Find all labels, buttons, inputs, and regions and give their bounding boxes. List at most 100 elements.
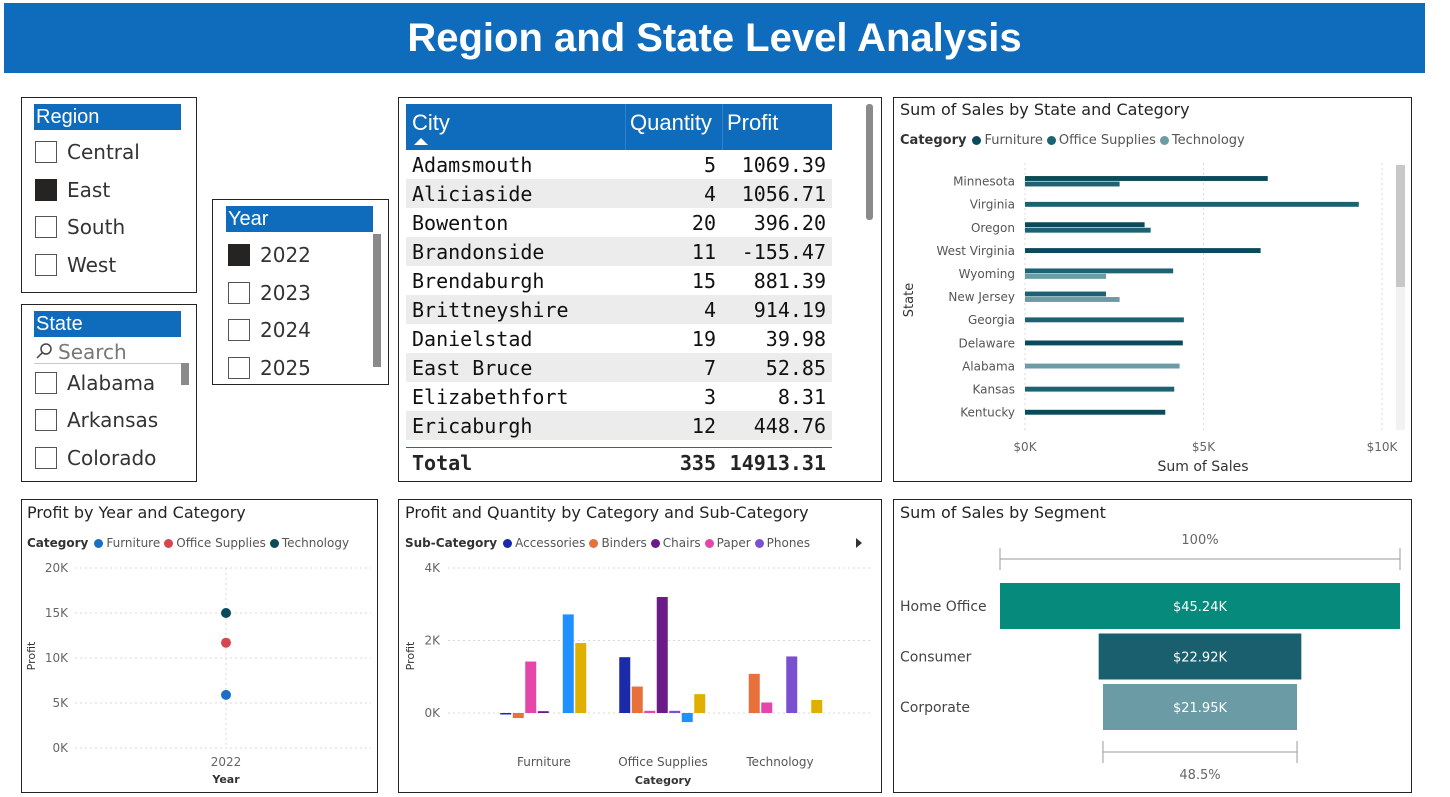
legend-dot-icon	[589, 538, 599, 548]
sales-by-state-chart: $0K $5K $10K Sum of Sales State Minnesota Virg…	[902, 163, 1405, 475]
y-tick-label: Wyoming	[959, 267, 1015, 281]
legend-item[interactable]: Binders	[589, 536, 647, 550]
y-tick-label: 4K	[424, 561, 441, 575]
cell-quantity: 15	[691, 268, 716, 293]
legend-item[interactable]: Chairs	[650, 536, 701, 550]
year-checkbox[interactable]	[228, 319, 250, 342]
column-header-city[interactable]: City	[412, 110, 450, 135]
cell-profit: 52.85	[765, 355, 826, 380]
bar	[811, 699, 823, 713]
x-tick-label: $10K	[1367, 440, 1399, 454]
region-item[interactable]: Central	[35, 137, 140, 167]
state-checkbox[interactable]	[35, 446, 57, 469]
bar	[575, 643, 587, 713]
y-tick-label: Georgia	[968, 313, 1015, 327]
sort-ascending-icon[interactable]	[414, 138, 428, 145]
legend-next-arrow-icon[interactable]	[856, 538, 862, 548]
column-header-quantity[interactable]: Quantity	[630, 110, 712, 135]
funnel-value-label: $45.24K	[1173, 600, 1227, 615]
state-slicer-scroll-thumb[interactable]	[181, 363, 189, 385]
funnel-value-label: $21.95K	[1173, 701, 1227, 716]
year-item[interactable]: 2022	[228, 240, 311, 270]
legend-label: Technology	[281, 536, 350, 550]
legend-item[interactable]: Furniture	[94, 536, 160, 550]
state-item-label: Colorado	[67, 445, 157, 470]
funnel-category-label: Corporate	[900, 700, 970, 716]
cell-quantity: 4	[703, 297, 716, 322]
profit-qty-legend: Sub-Category Accessories Binders Chairs Pape…	[405, 536, 814, 550]
region-item[interactable]: East	[35, 175, 110, 205]
legend-dot-icon	[503, 538, 513, 548]
column-header-profit[interactable]: Profit	[727, 110, 779, 135]
x-tick-label: $0K	[1013, 440, 1037, 454]
legend-item[interactable]: Office Supplies	[1046, 133, 1156, 148]
legend-item[interactable]: Paper	[704, 536, 751, 550]
year-checkbox[interactable]	[228, 357, 250, 380]
x-axis-title: Year	[211, 773, 240, 786]
y-tick-label: 20K	[45, 561, 69, 575]
state-item[interactable]: Alabama	[35, 368, 155, 398]
cell-city: Ericaburgh	[412, 413, 533, 438]
legend-item[interactable]: Phones	[754, 536, 810, 550]
region-item-label: South	[67, 215, 126, 240]
legend-item[interactable]: Office Supplies	[164, 536, 266, 550]
x-axis-title: Category	[635, 774, 691, 787]
table-row[interactable]: Ericaburgh 12 448.76	[406, 411, 832, 440]
sales-by-state-panel	[893, 97, 1412, 482]
cell-quantity: 4	[703, 181, 716, 206]
year-item-label: 2023	[260, 280, 311, 305]
scrollbar-track	[1396, 165, 1405, 430]
table-row[interactable]: Adamsmouth 5 1069.39	[406, 150, 832, 179]
state-search-input[interactable]: Search	[34, 340, 184, 364]
year-slicer-scroll-thumb[interactable]	[373, 234, 381, 367]
legend-item[interactable]: Accessories	[503, 536, 585, 550]
state-item[interactable]: Colorado	[35, 443, 156, 473]
region-item[interactable]: West	[35, 250, 116, 280]
state-item[interactable]: Arkansas	[35, 405, 158, 435]
table-row[interactable]: Brendaburgh 15 881.39	[406, 266, 832, 295]
cell-quantity: 11	[691, 239, 716, 264]
region-item[interactable]: South	[35, 212, 125, 242]
bar	[631, 686, 643, 713]
table-row[interactable]: Elizabethfort 3 8.31	[406, 382, 832, 411]
region-checkbox[interactable]	[35, 141, 57, 163]
table-scroll-thumb[interactable]	[866, 104, 873, 220]
y-axis-title: Profit	[25, 641, 38, 670]
funnel-bar	[1102, 684, 1298, 730]
legend-item[interactable]: Technology	[1159, 133, 1245, 148]
table-row[interactable]: Danielstad 19 39.98	[406, 324, 832, 353]
year-item[interactable]: 2025	[228, 353, 311, 383]
cell-quantity: 7	[703, 355, 716, 380]
table-row[interactable]: Brittneyshire 4 914.19	[406, 295, 832, 324]
table-row[interactable]: East Bruce 7 52.85	[406, 353, 832, 382]
cell-profit: 8.31	[777, 384, 826, 409]
state-checkbox[interactable]	[35, 409, 57, 432]
region-slicer-title: Region	[34, 104, 181, 130]
profit-qty-chart: 0K 2K 4K Profit Category Furniture Office Supp…	[404, 561, 870, 787]
legend-dot-icon	[1159, 136, 1169, 145]
region-checkbox[interactable]	[35, 254, 57, 277]
bar	[694, 694, 706, 713]
data-point	[221, 689, 231, 700]
total-profit: 14913.31	[729, 451, 826, 475]
legend-item[interactable]: Furniture	[972, 133, 1043, 148]
cell-quantity: 20	[691, 210, 716, 235]
year-item[interactable]: 2023	[228, 278, 311, 308]
year-checkbox[interactable]	[228, 244, 250, 266]
region-checkbox[interactable]	[35, 216, 57, 239]
y-tick-label: West Virginia	[936, 244, 1015, 258]
x-tick-label: $5K	[1192, 440, 1216, 454]
legend-dot-icon	[164, 538, 174, 548]
table-row[interactable]: Aliciaside 4 1056.71	[406, 179, 832, 208]
year-item[interactable]: 2024	[228, 315, 311, 345]
search-icon	[34, 341, 54, 363]
year-checkbox[interactable]	[228, 281, 250, 304]
table-row[interactable]: Brandonside 11 -155.47	[406, 237, 832, 266]
state-checkbox[interactable]	[35, 372, 57, 394]
legend-item[interactable]: Technology	[269, 536, 350, 550]
legend-title: Sub-Category	[405, 536, 498, 550]
bar	[644, 710, 656, 713]
table-row[interactable]: Bowenton 20 396.20	[406, 208, 832, 237]
total-label: Total	[412, 451, 473, 475]
region-checkbox[interactable]	[35, 178, 57, 201]
